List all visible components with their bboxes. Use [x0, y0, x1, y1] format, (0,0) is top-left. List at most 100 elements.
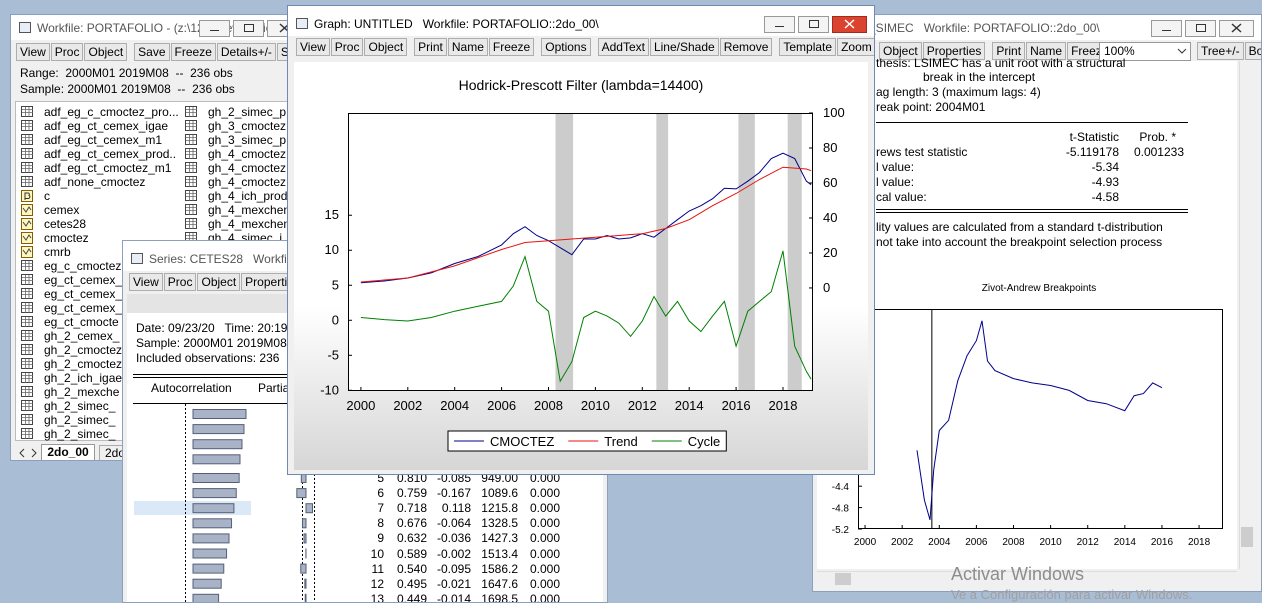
object-name: gh_3_cmoctez — [208, 119, 287, 133]
y-tick-label: 0 — [332, 312, 339, 327]
toolbar-button[interactable]: Tree+/- — [1197, 42, 1244, 60]
tab-scroll-arrows[interactable] — [15, 446, 41, 460]
toolbar-button[interactable]: Remove — [719, 38, 773, 56]
toolbar-button[interactable]: Save — [134, 43, 170, 61]
object-icon — [185, 218, 197, 229]
window-controls[interactable] — [1151, 20, 1255, 38]
ac-cell: 0.495 — [396, 576, 427, 591]
toolbar-button[interactable]: Name — [447, 38, 488, 56]
pac-cell: -0.002 — [436, 546, 471, 561]
prob-cell: 0.000 — [529, 516, 560, 531]
object-name: gh_4_ich_prod — [208, 189, 288, 203]
table-glyph — [22, 429, 33, 439]
toolbar-button[interactable]: Print — [414, 38, 447, 56]
toolbar-button[interactable]: View — [296, 38, 330, 56]
object-icon — [21, 204, 33, 216]
ac-cell: 0.540 — [396, 561, 427, 576]
vertical-scrollbar[interactable] — [1239, 61, 1255, 569]
object-name: gh_2_mexche — [44, 385, 120, 399]
table-icon — [21, 288, 33, 299]
toolbar-button[interactable]: Object — [879, 42, 922, 60]
object-name: gh_4_mexchen — [208, 217, 291, 231]
toolbar-button[interactable]: Object — [364, 38, 408, 56]
toolbar-button[interactable]: Proc — [50, 43, 84, 61]
table-rule — [876, 209, 1188, 210]
ac-bar — [192, 548, 228, 559]
x-tick-label: 2008 — [534, 398, 563, 413]
object-name: gh_2_simec_ — [44, 413, 116, 427]
x-tick-label: 2014 — [1114, 537, 1137, 548]
toolbar-button[interactable]: View — [16, 43, 50, 61]
lag-cell: 6 — [377, 486, 384, 501]
toolbar-button[interactable]: Object — [84, 43, 128, 61]
object-name: adf_eg_c_cmoctez_pro... — [44, 105, 179, 119]
y2-tick-label: 80 — [823, 140, 837, 155]
toolbar-button[interactable]: Line/Shade — [649, 38, 719, 56]
x-tick-label: 2018 — [1188, 537, 1211, 548]
object-icon — [21, 274, 33, 285]
object-icon — [21, 428, 33, 439]
table-glyph — [186, 205, 197, 215]
object-icon — [185, 162, 197, 173]
toolbar-button[interactable]: Details+/- — [216, 43, 276, 61]
plot-area — [858, 309, 1223, 529]
legend-label: Cycle — [688, 434, 721, 449]
object-icon — [21, 330, 33, 341]
toolbar-button[interactable]: View — [129, 273, 163, 291]
table-glyph — [22, 373, 33, 383]
toolbar-button[interactable]: Proc — [330, 38, 364, 56]
toolbar: View Proc Object Print Name Freeze Options AddT… — [296, 38, 874, 56]
toolbar-button[interactable]: Properties — [922, 42, 986, 60]
toolbar-button[interactable]: Name — [1026, 42, 1067, 60]
lag-cell: 13 — [370, 591, 384, 603]
toolbar-button[interactable]: Proc — [163, 273, 197, 291]
toolbar-button[interactable]: AddText — [597, 38, 649, 56]
table-glyph — [186, 149, 197, 159]
toolbar-button[interactable]: Object — [197, 273, 241, 291]
output-line: thesis: LSIMEC has a unit root with a st… — [876, 56, 1126, 70]
window-icon — [296, 18, 308, 29]
table-value: -5.119178 — [1065, 145, 1119, 159]
ac-cell: 0.589 — [396, 546, 427, 561]
series-glyph — [22, 248, 32, 255]
x-tick-label: 2018 — [769, 398, 798, 413]
toolbar-button[interactable]: Zoom — [837, 38, 874, 56]
scroll-thumb[interactable] — [1241, 527, 1253, 547]
lag-cell: 12 — [370, 576, 384, 591]
horizontal-scrollbar[interactable] — [817, 571, 1237, 587]
toolbar-button[interactable]: Freeze — [488, 38, 535, 56]
window-controls[interactable] — [764, 16, 868, 34]
pac-bar — [304, 593, 307, 602]
workfile-tab[interactable]: 2do_00 — [41, 444, 95, 460]
object-icon — [21, 414, 33, 425]
toolbar-button[interactable]: Options — [541, 38, 591, 56]
table-value: -5.34 — [1091, 160, 1119, 174]
window-title: Series: CETES28 Workfile: — [149, 252, 300, 266]
scroll-thumb[interactable] — [835, 573, 851, 585]
toolbar-button[interactable]: Template — [779, 38, 837, 56]
x-tick-label: 2008 — [1002, 537, 1025, 548]
toolbar-group: Template Zoom — [779, 38, 874, 56]
pac-bar — [303, 533, 307, 544]
x-tick-label: 2004 — [440, 398, 469, 413]
zoom-dropdown[interactable]: 100% — [1099, 42, 1191, 61]
series-glyph — [22, 206, 32, 213]
object-name: cmoctez — [44, 231, 89, 245]
qstat-cell: 1698.5 — [481, 591, 518, 603]
ac-cell: 0.718 — [396, 501, 427, 516]
ac-bar-decor — [192, 454, 241, 465]
window-title: Graph: UNTITLED Workfile: PORTAFOLIO::2d… — [314, 17, 599, 31]
ac-bar-decor — [192, 439, 243, 450]
y-tick-label: -4.4 — [832, 482, 850, 493]
toolbar-button[interactable]: Bo — [1244, 42, 1261, 60]
object-icon — [185, 120, 197, 131]
tab-arrow-right — [31, 448, 37, 458]
table-icon — [21, 372, 33, 383]
x-tick-label: 2010 — [581, 398, 610, 413]
toolbar-button[interactable]: Freeze — [170, 43, 216, 61]
object-name: adf_eg_ct_cmoctez_m1 — [44, 161, 172, 175]
table-icon — [21, 106, 33, 117]
toolbar-button[interactable]: Print — [992, 42, 1026, 60]
object-icon — [21, 176, 33, 187]
dropdown-arrow[interactable] — [1177, 48, 1187, 56]
